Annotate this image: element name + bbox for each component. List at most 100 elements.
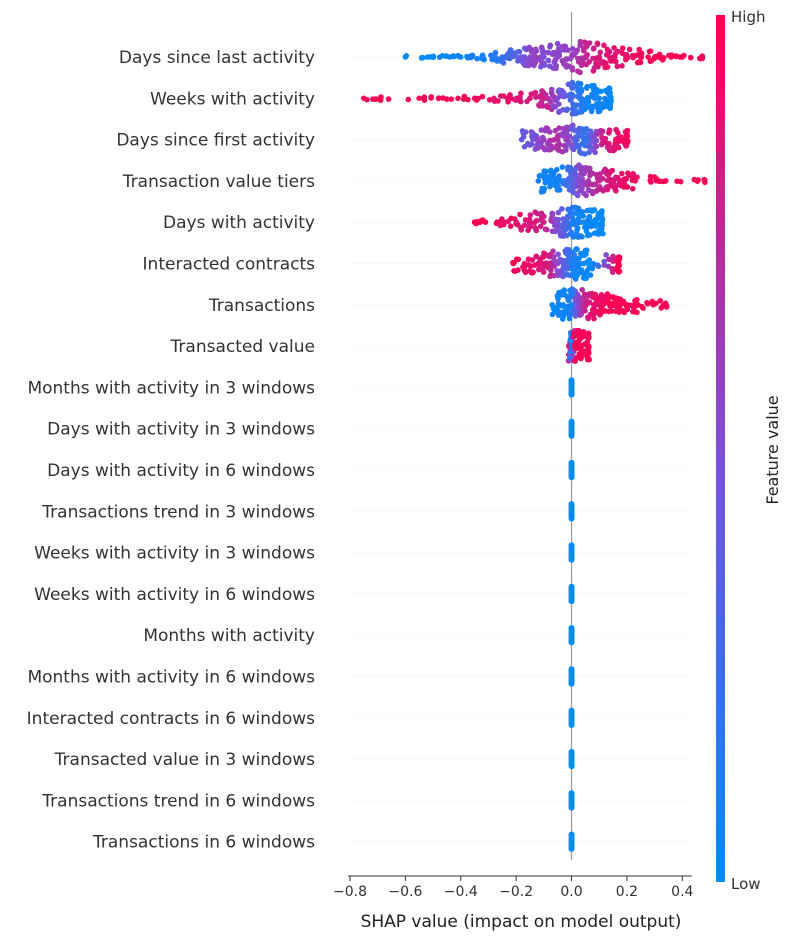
data-point: [602, 136, 608, 143]
data-point: [612, 185, 618, 192]
data-point: [630, 170, 636, 177]
data-point: [571, 309, 577, 316]
data-point: [558, 230, 564, 237]
data-point: [592, 149, 598, 156]
data-point: [507, 47, 514, 53]
data-point: [586, 149, 592, 156]
data-point: [521, 260, 528, 267]
data-point: [545, 145, 551, 152]
data-point: [560, 302, 566, 308]
data-point: [554, 219, 561, 225]
data-point: [533, 253, 539, 260]
data-point: [554, 54, 561, 60]
data-point: [578, 269, 585, 276]
data-point: [518, 54, 525, 60]
data-point: [647, 173, 654, 180]
data-point: [486, 97, 493, 103]
data-point: [582, 54, 589, 60]
data-point: [579, 209, 585, 215]
feature-label: Months with activity: [143, 626, 315, 646]
data-point: [624, 130, 630, 136]
feature-label: Days since first activity: [116, 131, 315, 151]
data-point: [534, 210, 541, 217]
data-point: [570, 269, 577, 276]
data-point: [539, 88, 545, 94]
data-point: [556, 309, 562, 315]
data-point: [657, 298, 663, 304]
data-point: [624, 136, 630, 143]
data-point: [626, 46, 633, 53]
data-point: [443, 96, 450, 102]
data-point: [556, 173, 562, 179]
data-point: [577, 178, 583, 184]
data-point: [610, 147, 617, 154]
data-point: [573, 330, 579, 337]
data-point: [555, 300, 562, 307]
data-point: [551, 174, 557, 181]
feature-label: Transactions in 6 windows: [92, 833, 315, 853]
data-point: [586, 213, 593, 220]
data-point: [568, 639, 575, 646]
data-point: [607, 302, 614, 308]
data-point: [624, 306, 630, 313]
data-point: [420, 55, 426, 61]
data-point: [595, 263, 602, 270]
data-point: [567, 164, 574, 171]
data-point: [569, 142, 576, 149]
data-point: [546, 260, 553, 267]
data-point: [553, 65, 559, 72]
data-point: [568, 474, 575, 481]
data-point: [513, 219, 519, 225]
data-point: [541, 54, 547, 60]
data-point: [607, 104, 613, 110]
data-point: [606, 127, 613, 133]
data-point: [555, 251, 561, 258]
data-point: [435, 95, 442, 102]
data-point: [522, 217, 529, 223]
data-point: [577, 260, 583, 267]
data-point: [527, 54, 533, 60]
data-point: [563, 219, 569, 225]
data-point: [465, 96, 471, 103]
data-point: [510, 260, 517, 267]
data-point: [535, 145, 541, 151]
data-point: [565, 253, 572, 259]
data-point: [651, 54, 658, 60]
data-point: [551, 104, 558, 110]
data-point: [679, 54, 686, 60]
data-point: [687, 54, 694, 61]
data-point: [517, 211, 523, 218]
data-point: [564, 56, 570, 62]
data-point: [561, 291, 568, 298]
data-point: [619, 50, 626, 56]
colorbar-title: Feature value: [763, 395, 782, 504]
data-point: [424, 54, 431, 60]
data-point: [542, 127, 549, 134]
data-point: [593, 128, 600, 135]
data-point: [568, 598, 575, 605]
data-point: [698, 54, 705, 60]
data-point: [586, 104, 593, 111]
data-point: [599, 219, 605, 225]
data-point: [634, 59, 641, 66]
data-point: [578, 355, 584, 362]
data-point: [518, 136, 525, 143]
data-point: [547, 42, 554, 49]
data-point: [582, 151, 588, 157]
data-point: [531, 220, 538, 226]
data-point: [615, 174, 621, 181]
data-point: [677, 178, 684, 185]
data-point: [587, 165, 593, 172]
data-point: [566, 312, 572, 318]
data-point: [551, 179, 558, 185]
data-point: [614, 63, 621, 70]
data-point: [618, 178, 625, 184]
data-point: [541, 213, 547, 220]
data-point: [370, 96, 376, 102]
data-point: [571, 219, 578, 225]
data-point: [540, 269, 547, 275]
data-point: [569, 106, 576, 112]
data-point: [624, 184, 631, 190]
data-point: [474, 55, 480, 62]
data-point: [578, 62, 585, 68]
